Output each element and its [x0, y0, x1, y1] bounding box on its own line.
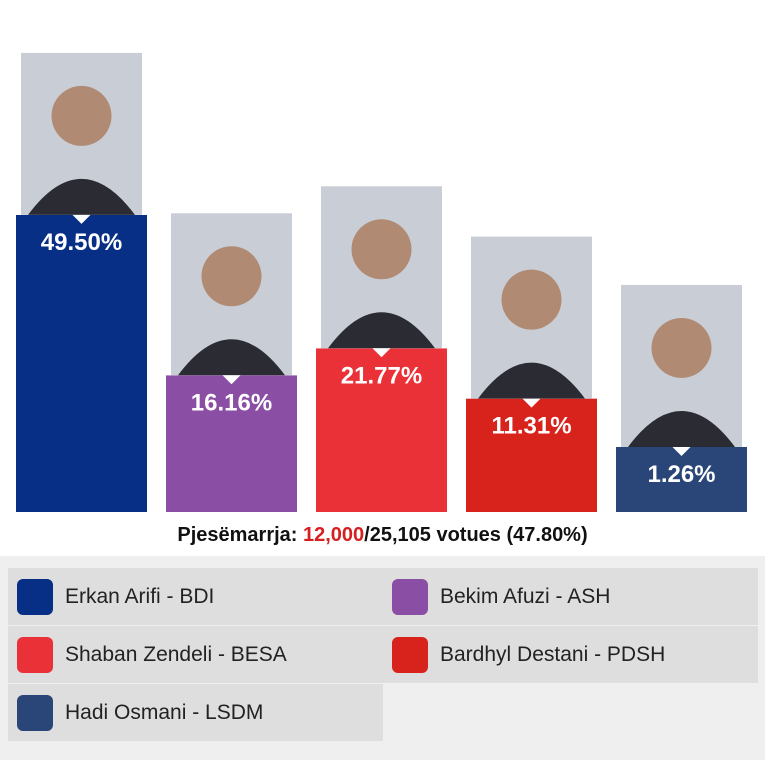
legend-label: Erkan Arifi - BDI — [65, 584, 215, 608]
turnout: Pjesëmarrja: 12,000/25,105 votues (47.80… — [0, 524, 765, 547]
photo-body — [628, 410, 735, 447]
turnout-label: Pjesëmarrja: — [177, 524, 298, 546]
bar — [16, 214, 147, 512]
photo-head — [501, 269, 562, 330]
legend: Erkan Arifi - BDI Bekim Afuzi - ASH Shaban… — [8, 568, 758, 741]
legend-label: Bekim Afuzi - ASH — [440, 584, 611, 608]
photo-body — [328, 312, 435, 349]
photo-head — [351, 219, 412, 280]
photo-head — [201, 246, 262, 307]
legend-swatch — [17, 694, 53, 731]
photo-head — [51, 85, 112, 146]
legend-item: Bardhyl Destani - PDSH — [383, 626, 758, 683]
legend-item: Bekim Afuzi - ASH — [383, 568, 758, 625]
value-label: 49.50% — [41, 229, 122, 256]
value-label: 11.31% — [491, 413, 571, 440]
photo-body — [178, 339, 285, 376]
bar — [616, 446, 747, 512]
bar — [316, 348, 447, 512]
legend-item: Erkan Arifi - BDI — [8, 568, 383, 625]
bar — [466, 398, 597, 512]
value-label: 16.16% — [191, 389, 272, 416]
turnout-voted: 12,000 — [303, 524, 365, 546]
legend-item: Hadi Osmani - LSDM — [8, 684, 383, 741]
value-label: 21.77% — [341, 362, 422, 389]
photo-body — [478, 362, 585, 399]
pointer — [672, 446, 691, 456]
legend-label: Hadi Osmani - LSDM — [65, 700, 264, 724]
turnout-rest: /25,105 votues (47.80%) — [364, 524, 588, 546]
legend-label: Shaban Zendeli - BESA — [65, 642, 287, 666]
pointer — [222, 375, 241, 385]
legend-swatch — [17, 636, 53, 673]
pointer — [72, 214, 91, 224]
photo-head — [651, 317, 712, 378]
legend-item: Shaban Zendeli - BESA — [8, 626, 383, 683]
chart: 49.50% 16.16% 21.77% 11.31% 1.26% — [16, 52, 747, 512]
legend-swatch — [392, 578, 428, 615]
legend-label: Bardhyl Destani - PDSH — [440, 642, 666, 666]
photo-body — [28, 178, 135, 215]
value-label: 1.26% — [647, 461, 715, 488]
legend-swatch — [17, 578, 53, 615]
bar — [166, 375, 297, 512]
pointer — [522, 398, 541, 408]
legend-swatch — [392, 636, 428, 673]
pointer — [372, 348, 391, 358]
